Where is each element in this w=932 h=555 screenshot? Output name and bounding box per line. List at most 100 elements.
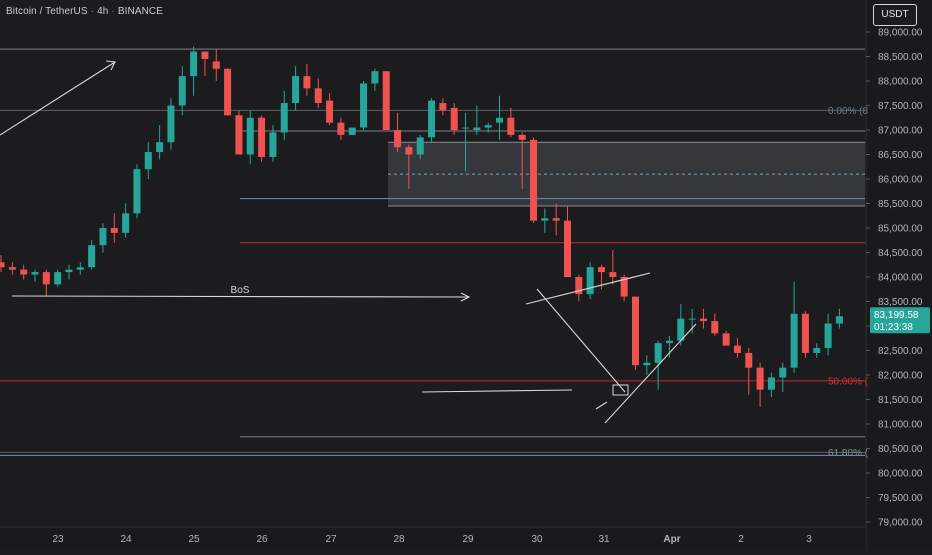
price-axis-label: 79,500.00 (878, 493, 923, 504)
candle-body (76, 267, 84, 270)
price-axis-label: 82,500.00 (878, 346, 923, 357)
candle-body (88, 245, 96, 268)
price-axis-label: 86,500.00 (878, 150, 923, 161)
wedge-lower-line[interactable] (604, 323, 697, 424)
candle-body (654, 343, 662, 363)
price-tag-value: 83,199.58 (874, 310, 919, 321)
price-axis-label: 87,500.00 (878, 101, 923, 112)
candle-body (643, 362, 651, 366)
price-axis-label: 81,500.00 (878, 395, 923, 406)
price-axis-label: 83,500.00 (878, 297, 923, 308)
candle-body (314, 88, 322, 104)
candle-body (450, 107, 458, 130)
time-axis-label: 2 (738, 534, 744, 545)
time-axis-label: 31 (598, 534, 610, 545)
price-axis-label: 85,500.00 (878, 199, 923, 210)
candle-body (835, 316, 843, 324)
candle-body (394, 130, 402, 148)
candle-body (597, 267, 605, 273)
price-axis-label: 88,000.00 (878, 77, 923, 88)
candle-body (564, 220, 571, 277)
candle-body (733, 345, 741, 353)
candle-body (428, 100, 436, 138)
time-axis-panel (0, 527, 866, 550)
candle-body (42, 272, 50, 285)
candle-body (190, 51, 198, 77)
candle-body (575, 277, 583, 295)
price-axis-label: 82,000.00 (878, 371, 923, 382)
chart-title: Bitcoin / TetherUS · 4h · BINANCE (6, 6, 164, 17)
candle-body (405, 147, 413, 155)
candle-body (201, 51, 209, 59)
wedge-diagonal[interactable] (536, 288, 626, 393)
candle-body (586, 267, 594, 295)
candle-body (292, 76, 300, 104)
candle-body (99, 228, 107, 246)
bos-label: BoS (231, 285, 250, 296)
small-tick-line[interactable] (595, 401, 608, 410)
small-box[interactable] (612, 384, 629, 396)
candle-body (711, 321, 719, 334)
time-axis-label: 29 (462, 534, 474, 545)
candle-body (133, 169, 141, 214)
currency-button[interactable]: USDT (873, 4, 917, 26)
time-axis-label: Apr (663, 534, 680, 545)
price-axis-label: 80,000.00 (878, 469, 923, 480)
candle-body (665, 340, 673, 344)
candle-body (416, 137, 424, 155)
candle-body (824, 323, 832, 349)
candle-body (212, 61, 220, 69)
time-axis-label: 28 (393, 534, 405, 545)
price-axis-label: 87,000.00 (878, 126, 923, 137)
candle-body (0, 262, 5, 268)
candle-body (439, 103, 447, 111)
time-axis-label: 26 (256, 534, 268, 545)
candle-body (677, 318, 685, 341)
candle-body (767, 377, 775, 390)
candle-body (530, 139, 538, 221)
candle-body (371, 71, 379, 84)
exchange-label: BINANCE (117, 6, 164, 17)
wedge-upper-line[interactable] (525, 272, 651, 305)
interval-label: 4h (97, 6, 109, 17)
candle-body (54, 272, 62, 285)
price-axis-label: 80,500.00 (878, 444, 923, 455)
candle-body (699, 318, 707, 322)
price-tag-countdown: 01:23:38 (874, 322, 913, 333)
trend-arrow-line[interactable] (0, 61, 116, 136)
price-axis-panel (866, 0, 932, 550)
candle-body (779, 367, 787, 378)
candle-body (722, 333, 730, 346)
candle-body (167, 105, 175, 143)
candle-body (31, 272, 39, 275)
candle-body (326, 100, 334, 123)
price-tag-box[interactable] (870, 307, 930, 334)
candle-body (348, 127, 356, 135)
candle-body (688, 318, 696, 320)
price-axis-label: 86,000.00 (878, 175, 923, 186)
candle-body (813, 348, 821, 353)
candle-body (484, 125, 492, 128)
candle-body (382, 71, 390, 130)
candle-body (178, 76, 186, 106)
candle-body (360, 83, 368, 128)
candle-body (235, 115, 243, 155)
supply-zone[interactable] (388, 142, 865, 206)
candle-body (65, 269, 73, 273)
price-axis-label: 79,000.00 (878, 518, 923, 529)
candle-body (337, 122, 345, 135)
bos-line[interactable] (11, 295, 469, 298)
candle-body (790, 313, 798, 368)
candle-body (8, 267, 16, 270)
candle-body (631, 296, 639, 366)
candle-body (303, 76, 311, 89)
candle-body (496, 117, 504, 123)
time-axis-label: 30 (531, 534, 543, 545)
candle-body (541, 218, 549, 221)
price-axis-label: 89,000.00 (878, 28, 923, 39)
price-axis-label: 85,000.00 (878, 224, 923, 235)
support-line[interactable] (421, 389, 573, 393)
